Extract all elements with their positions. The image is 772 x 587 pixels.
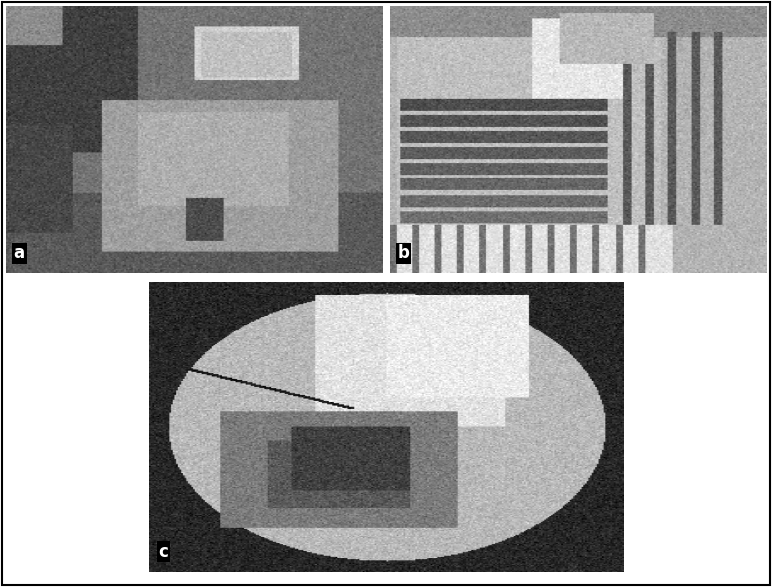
Text: a: a <box>14 244 25 262</box>
Text: c: c <box>158 543 168 561</box>
Text: b: b <box>398 244 409 262</box>
